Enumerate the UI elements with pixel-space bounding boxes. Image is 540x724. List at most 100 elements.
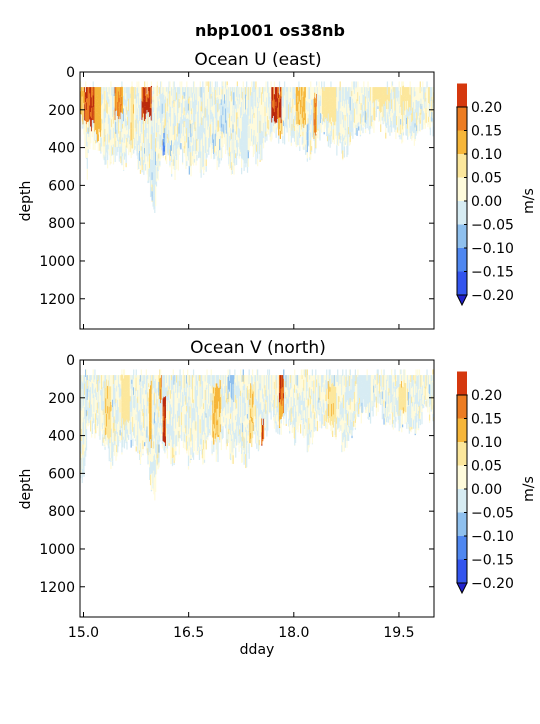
heatmap-cell	[166, 154, 167, 161]
heatmap-cell	[261, 160, 262, 161]
heatmap-cell	[151, 484, 152, 490]
heatmap-cell	[388, 121, 389, 133]
heatmap-cell	[263, 138, 264, 148]
heatmap-cell	[237, 155, 238, 156]
heatmap-cell	[99, 431, 100, 438]
colorbar-tick-label: 0.20	[471, 100, 502, 116]
heatmap-cell	[261, 444, 262, 445]
heatmap-cell	[97, 426, 98, 428]
colorbar-tick-label: −0.10	[471, 241, 514, 257]
heatmap-cell	[179, 435, 180, 439]
heatmap-cell	[217, 161, 218, 165]
heatmap-cell	[287, 126, 288, 133]
heatmap-cell	[324, 132, 325, 134]
heatmap-cell	[200, 445, 201, 451]
heatmap-cell	[233, 455, 234, 464]
heatmap-cell	[120, 442, 121, 443]
heatmap-cell	[411, 140, 412, 141]
heatmap-cell	[315, 148, 316, 149]
heatmap-cell	[158, 453, 159, 463]
colorbar-segment	[457, 201, 467, 225]
heatmap-cell	[233, 173, 234, 175]
heatmap-cell	[195, 442, 196, 455]
panel-title: Ocean V (north)	[190, 338, 326, 358]
heatmap-cell	[160, 438, 161, 439]
heatmap-cell	[93, 146, 94, 150]
heatmap-cell	[84, 462, 85, 466]
heatmap-cell	[260, 160, 261, 162]
heatmap-cell	[82, 475, 83, 483]
y-tick-label: 400	[48, 141, 75, 157]
heatmap-cell	[276, 128, 277, 138]
heatmap-cell	[124, 440, 125, 449]
heatmap-cell	[155, 198, 156, 206]
heatmap-cell	[236, 442, 237, 446]
heatmap-cell	[122, 440, 123, 448]
heatmap-cell	[87, 158, 88, 169]
heatmap-cell	[190, 166, 191, 172]
heatmap-cell	[255, 153, 256, 164]
heatmap-cell	[362, 128, 363, 134]
heatmap-cell	[87, 178, 88, 180]
heatmap-cell	[195, 164, 196, 166]
heatmap-plot-area	[80, 369, 434, 500]
heatmap-cell	[219, 158, 220, 164]
heatmap-cell	[114, 445, 115, 456]
heatmap-cell	[324, 128, 325, 129]
heatmap-cell	[121, 81, 122, 86]
heatmap-cell	[136, 81, 137, 87]
heatmap-cell	[299, 146, 300, 151]
heatmap-cell	[171, 162, 172, 174]
heatmap-cell	[142, 454, 143, 456]
heatmap-cell	[101, 147, 102, 152]
heatmap-cell	[376, 115, 377, 117]
heatmap-cell	[426, 123, 427, 124]
heatmap-cell	[344, 152, 345, 157]
heatmap-cell	[392, 81, 393, 85]
heatmap-cell	[248, 158, 249, 167]
heatmap-cell	[263, 425, 264, 436]
heatmap-cell	[311, 142, 312, 146]
heatmap-cell	[169, 443, 170, 446]
heatmap-cell	[316, 81, 317, 85]
heatmap-cell	[123, 170, 124, 171]
heatmap-cell	[188, 466, 189, 469]
heatmap-cell	[157, 81, 158, 85]
heatmap-cell	[185, 442, 186, 449]
heatmap-cell	[244, 460, 245, 465]
heatmap-cell	[321, 129, 322, 133]
heatmap-cell	[120, 435, 121, 442]
heatmap-cell	[249, 152, 250, 153]
heatmap-cell	[246, 456, 247, 467]
y-tick-label: 800	[48, 216, 75, 232]
heatmap-cell	[208, 150, 209, 155]
heatmap-cell	[194, 159, 195, 163]
heatmap-cell	[246, 445, 247, 456]
heatmap-cell	[352, 128, 353, 138]
heatmap-cell	[244, 164, 245, 171]
heatmap-cell	[104, 447, 105, 450]
heatmap-cell	[193, 453, 194, 460]
heatmap-cell	[235, 448, 236, 458]
heatmap-cell	[181, 437, 182, 440]
heatmap-cell	[380, 124, 381, 132]
heatmap-cell	[274, 128, 275, 133]
heatmap-cell	[174, 463, 175, 465]
heatmap-cell	[147, 464, 148, 465]
heatmap-cell	[93, 140, 94, 146]
heatmap-cell	[107, 160, 108, 168]
heatmap-cell	[299, 138, 300, 146]
heatmap-cell	[204, 460, 205, 463]
heatmap-cell	[238, 446, 239, 452]
heatmap-cell	[186, 161, 187, 166]
heatmap-cell	[267, 419, 268, 431]
heatmap-cell	[89, 147, 90, 149]
heatmap-cell	[319, 136, 320, 140]
heatmap-cell	[307, 152, 308, 158]
heatmap-cell	[88, 149, 89, 153]
heatmap-cell	[360, 135, 361, 136]
heatmap-cell	[145, 164, 146, 170]
heatmap-cell	[265, 139, 266, 142]
panel-ocean-u: Ocean U (east) depth 0200400600800100012…	[18, 50, 537, 329]
heatmap-cell	[266, 432, 267, 436]
